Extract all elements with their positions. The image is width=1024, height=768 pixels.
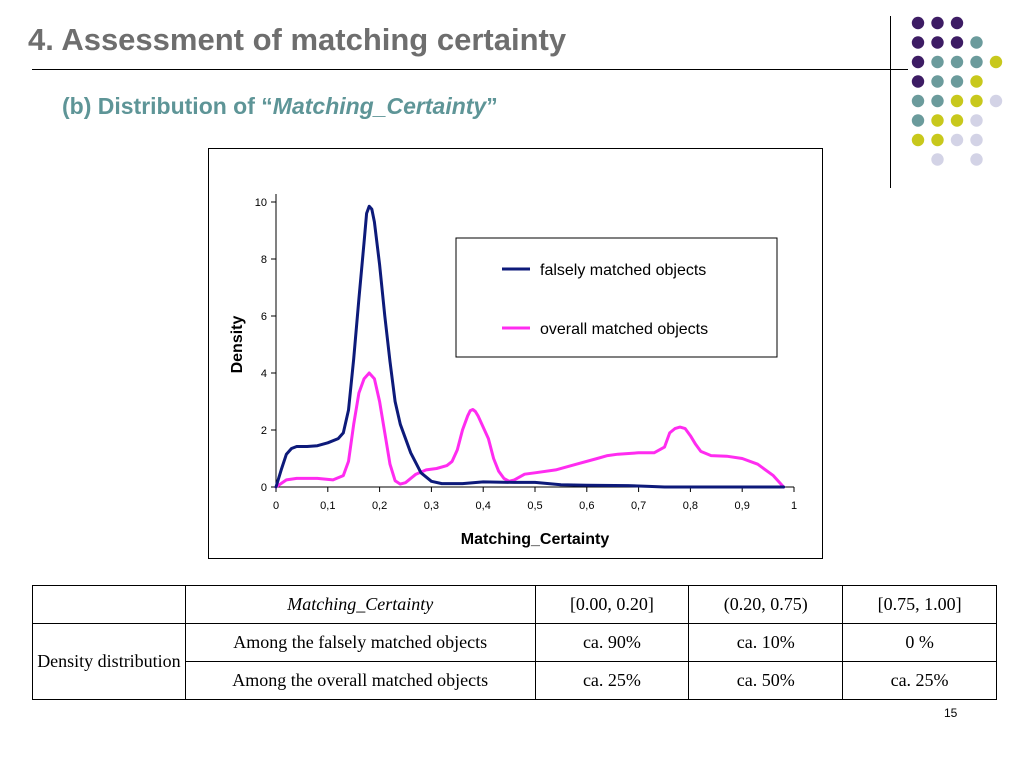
decorative-dot (989, 94, 1003, 108)
y-axis-label: Density (229, 316, 246, 374)
decorative-dot (931, 55, 944, 69)
decorative-dot (911, 94, 925, 108)
table-header-row: Matching_Certainty [0.00, 0.20] (0.20, 0… (32, 585, 997, 624)
x-tick-label: 0,6 (579, 500, 594, 512)
decorative-dot (950, 133, 964, 147)
decorative-dot (931, 16, 944, 30)
vertical-divider (890, 16, 891, 188)
page-number: 15 (944, 706, 958, 720)
decorative-dot (989, 55, 1003, 69)
decorative-dot (911, 75, 925, 88)
x-tick-label: 0,9 (735, 500, 750, 512)
decorative-dot (950, 75, 964, 88)
table-cell: ca. 50% (688, 661, 844, 700)
table-header-cell: (0.20, 0.75) (688, 585, 844, 624)
decorative-dot (911, 55, 925, 69)
decorative-dot (911, 114, 925, 127)
decorative-dot (931, 114, 944, 127)
table-header-cell (32, 585, 186, 624)
table-row: Among the overall matched objects ca. 25… (33, 661, 997, 700)
table-cell: Among the falsely matched objects (184, 623, 536, 662)
x-tick-label: 0 (273, 500, 279, 512)
legend-label: falsely matched objects (540, 262, 706, 279)
decorative-dot (911, 133, 925, 147)
decorative-dot (950, 55, 964, 69)
table-cell: ca. 25% (534, 661, 690, 700)
x-tick-label: 0,3 (424, 500, 439, 512)
chart-frame: 0 2 4 6 8 10 0 0,1 0,2 0,3 0,4 0,5 0,6 0,7 0,8 0,9 1 Matc… (208, 148, 823, 559)
decorative-dot (950, 16, 964, 30)
chart-legend (455, 237, 778, 358)
table-cell: 0 % (842, 623, 997, 662)
decorative-dot (931, 133, 944, 147)
decorative-dot (911, 16, 925, 30)
x-tick-label: 0,4 (476, 500, 491, 512)
decorative-dot (911, 36, 925, 49)
x-tick-label: 0,8 (683, 500, 698, 512)
summary-table: Matching_Certainty [0.00, 0.20] (0.20, 0… (32, 585, 997, 700)
decorative-dot (931, 36, 944, 49)
decorative-dot (970, 75, 983, 88)
table-header-cell: Matching_Certainty (184, 585, 536, 624)
y-tick-label: 0 (261, 482, 267, 494)
slide-subtitle: (b) Distribution of “Matching_Certainty” (62, 93, 498, 120)
y-tick-label: 4 (261, 368, 267, 380)
decorative-dot (970, 153, 983, 166)
legend-label: overall matched objects (540, 321, 708, 338)
table-cell: Among the overall matched objects (184, 661, 536, 700)
table-cell: ca. 90% (534, 623, 690, 662)
decorative-dot-grid (911, 16, 1003, 166)
x-axis-label: Matching_Certainty (461, 531, 610, 548)
x-tick-label: 0,1 (320, 500, 335, 512)
x-tick-label: 1 (791, 500, 797, 512)
x-tick-label: 0,7 (631, 500, 646, 512)
slide-title: 4. Assessment of matching certainty (28, 22, 567, 57)
table-header-cell: [0.00, 0.20] (534, 585, 690, 624)
subtitle-suffix: ” (486, 93, 498, 119)
decorative-dot (970, 94, 983, 108)
decorative-dot (970, 36, 983, 49)
decorative-dot (931, 94, 944, 108)
decorative-dot (931, 75, 944, 88)
table-row: Density distribution Among the falsely m… (32, 623, 997, 700)
title-divider (32, 69, 908, 70)
subtitle-emphasis: Matching_Certainty (272, 93, 487, 119)
table-cell: ca. 25% (842, 661, 997, 700)
decorative-dot (931, 153, 944, 166)
decorative-dot (950, 94, 964, 108)
decorative-dot (970, 114, 983, 127)
subtitle-prefix: (b) Distribution of “ (62, 93, 273, 119)
y-tick-label: 8 (261, 254, 267, 266)
decorative-dot (970, 55, 983, 69)
series-line-overall-matched (274, 371, 786, 489)
density-chart: 0 2 4 6 8 10 0 0,1 0,2 0,3 0,4 0,5 0,6 0,7 0,8 0,9 1 Matc… (229, 194, 797, 548)
table-cell: ca. 10% (688, 623, 844, 662)
x-tick-label: 0,2 (372, 500, 387, 512)
y-tick-label: 2 (261, 425, 267, 437)
table-header-cell: [0.75, 1.00] (842, 585, 997, 624)
y-tick-label: 6 (261, 311, 267, 323)
x-tick-label: 0,5 (527, 500, 542, 512)
decorative-dot (970, 133, 983, 147)
decorative-dot (950, 114, 964, 127)
row-group-label: Density distribution (32, 623, 186, 700)
series-line-falsely-matched (274, 204, 786, 489)
decorative-dot (950, 36, 964, 49)
y-tick-label: 10 (255, 197, 267, 209)
